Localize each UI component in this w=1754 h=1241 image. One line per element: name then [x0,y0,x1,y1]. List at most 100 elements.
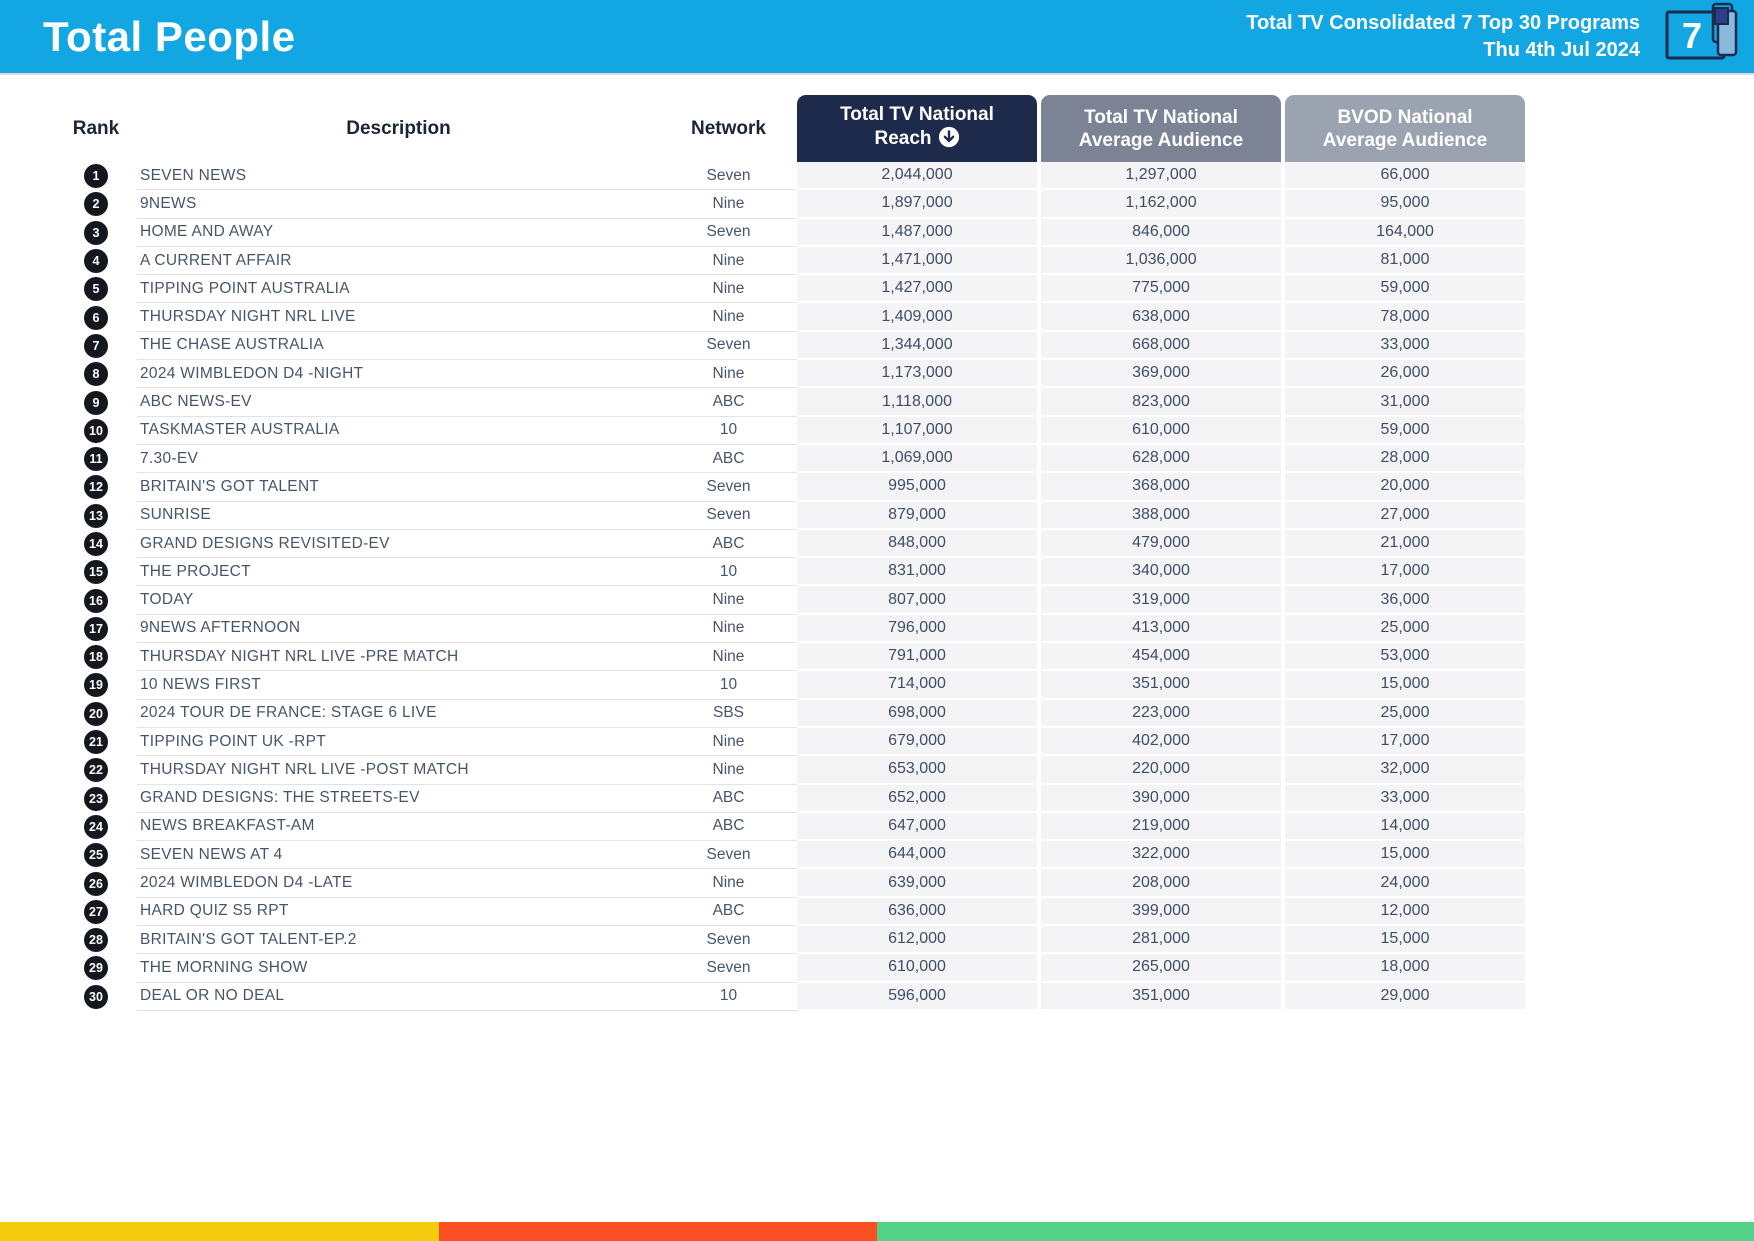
program-description: THURSDAY NIGHT NRL LIVE -POST MATCH [137,756,660,785]
bvod-value: 25,000 [1285,699,1525,728]
avg-audience-value: 322,000 [1041,841,1281,870]
network-name: ABC [660,898,797,927]
rank-badge: 24 [84,814,108,839]
bvod-value: 20,000 [1285,473,1525,502]
bvod-value: 25,000 [1285,614,1525,644]
reach-value: 1,344,000 [797,331,1037,361]
footer-segment [877,1222,1754,1241]
program-description: TIPPING POINT UK -RPT [137,728,660,757]
network-name: Nine [660,275,797,304]
reach-value: 1,471,000 [797,246,1037,276]
bvod-value: 21,000 [1285,529,1525,559]
avg-audience-value: 390,000 [1041,784,1281,813]
table-row: 5 TIPPING POINT AUSTRALIA Nine 1,427,000… [55,275,1525,304]
table-row: 17 9NEWS AFTERNOON Nine 796,000 413,000 … [55,614,1525,644]
table-row: 10 TASKMASTER AUSTRALIA 10 1,107,000 610… [55,416,1525,445]
network-name: Seven [660,954,797,983]
table-row: 24 NEWS BREAKFAST-AM ABC 647,000 219,000… [55,812,1525,842]
avg-audience-value: 351,000 [1041,671,1281,700]
network-name: ABC [660,445,797,474]
network-name: 10 [660,983,797,1011]
program-description: THURSDAY NIGHT NRL LIVE [137,303,660,332]
reach-value: 1,897,000 [797,190,1037,219]
table-row: 6 THURSDAY NIGHT NRL LIVE Nine 1,409,000… [55,303,1525,332]
table-row: 1 SEVEN NEWS Seven 2,044,000 1,297,000 6… [55,162,1525,191]
program-description: DEAL OR NO DEAL [137,983,660,1011]
table-row: 14 GRAND DESIGNS REVISITED-EV ABC 848,00… [55,529,1525,559]
table-row: 20 2024 TOUR DE FRANCE: STAGE 6 LIVE SBS… [55,699,1525,728]
rank-badge: 28 [84,928,108,953]
avg-audience-value: 638,000 [1041,303,1281,332]
report-title: Total TV Consolidated 7 Top 30 Programs [1246,11,1640,34]
bvod-value: 59,000 [1285,416,1525,445]
rank-badge: 11 [84,447,108,472]
column-header-avg-audience[interactable]: Total TV National Average Audience [1041,95,1281,162]
bvod-value: 28,000 [1285,444,1525,474]
program-description: 7.30-EV [137,445,660,474]
column-header-reach[interactable]: Total TV National Reach [797,95,1037,162]
reach-value: 596,000 [797,982,1037,1011]
avg-audience-value: 208,000 [1041,869,1281,898]
bvod-value: 81,000 [1285,246,1525,276]
table-body: 1 SEVEN NEWS Seven 2,044,000 1,297,000 6… [55,162,1525,1011]
topbar: Total People Total TV Consolidated 7 Top… [0,0,1754,75]
reach-value: 995,000 [797,473,1037,502]
program-description: 2024 TOUR DE FRANCE: STAGE 6 LIVE [137,700,660,728]
program-description: NEWS BREAKFAST-AM [137,813,660,842]
network-name: Seven [660,841,797,870]
table-row: 21 TIPPING POINT UK -RPT Nine 679,000 40… [55,727,1525,757]
program-description: 9NEWS AFTERNOON [137,615,660,644]
reach-value: 679,000 [797,727,1037,757]
program-description: 10 NEWS FIRST [137,671,660,700]
bvod-value: 15,000 [1285,926,1525,955]
avg-audience-value: 369,000 [1041,360,1281,389]
network-name: Seven [660,219,797,247]
network-name: Nine [660,586,797,615]
rank-badge: 5 [84,277,108,302]
program-description: THE CHASE AUSTRALIA [137,332,660,361]
reach-value: 879,000 [797,501,1037,530]
column-header-bvod-audience[interactable]: BVOD National Average Audience [1285,95,1525,162]
reach-value: 1,173,000 [797,360,1037,389]
rank-badge: 3 [84,220,108,245]
table-header-row: Rank Description Network Total TV Nation… [55,95,1525,162]
table-row: 13 SUNRISE Seven 879,000 388,000 27,000 [55,501,1525,530]
column-header-rank: Rank [72,117,120,139]
avg-audience-value: 1,297,000 [1041,162,1281,191]
rank-badge: 8 [84,362,108,387]
rank-badge: 22 [84,758,108,783]
network-name: Nine [660,756,797,785]
table-row: 12 BRITAIN'S GOT TALENT Seven 995,000 36… [55,473,1525,502]
network-name: ABC [660,813,797,842]
reach-value: 791,000 [797,643,1037,672]
table-row: 15 THE PROJECT 10 831,000 340,000 17,000 [55,558,1525,587]
table-row: 19 10 NEWS FIRST 10 714,000 351,000 15,0… [55,671,1525,700]
bvod-value: 27,000 [1285,501,1525,530]
rank-badge: 6 [84,305,108,330]
avg-audience-value: 628,000 [1041,444,1281,474]
table-row: 25 SEVEN NEWS AT 4 Seven 644,000 322,000… [55,841,1525,870]
avg-audience-value: 219,000 [1041,812,1281,842]
network-name: Nine [660,869,797,898]
avg-audience-value: 454,000 [1041,643,1281,672]
rank-badge: 9 [84,390,108,415]
program-description: THE MORNING SHOW [137,954,660,983]
network-name: ABC [660,388,797,417]
bvod-value: 33,000 [1285,784,1525,813]
reach-value: 2,044,000 [797,162,1037,191]
reach-value: 1,427,000 [797,275,1037,304]
table-row: 7 THE CHASE AUSTRALIA Seven 1,344,000 66… [55,331,1525,361]
bvod-value: 26,000 [1285,360,1525,389]
bvod-value: 29,000 [1285,982,1525,1011]
reach-value: 612,000 [797,926,1037,955]
program-description: BRITAIN'S GOT TALENT-EP.2 [137,926,660,955]
bvod-value: 18,000 [1285,954,1525,983]
avg-audience-value: 281,000 [1041,926,1281,955]
reach-value: 652,000 [797,784,1037,813]
sort-descending-icon [938,126,960,154]
reach-value: 796,000 [797,614,1037,644]
bvod-value: 12,000 [1285,897,1525,927]
avg-audience-value: 1,036,000 [1041,246,1281,276]
network-name: 10 [660,671,797,700]
rank-badge: 23 [84,786,108,811]
